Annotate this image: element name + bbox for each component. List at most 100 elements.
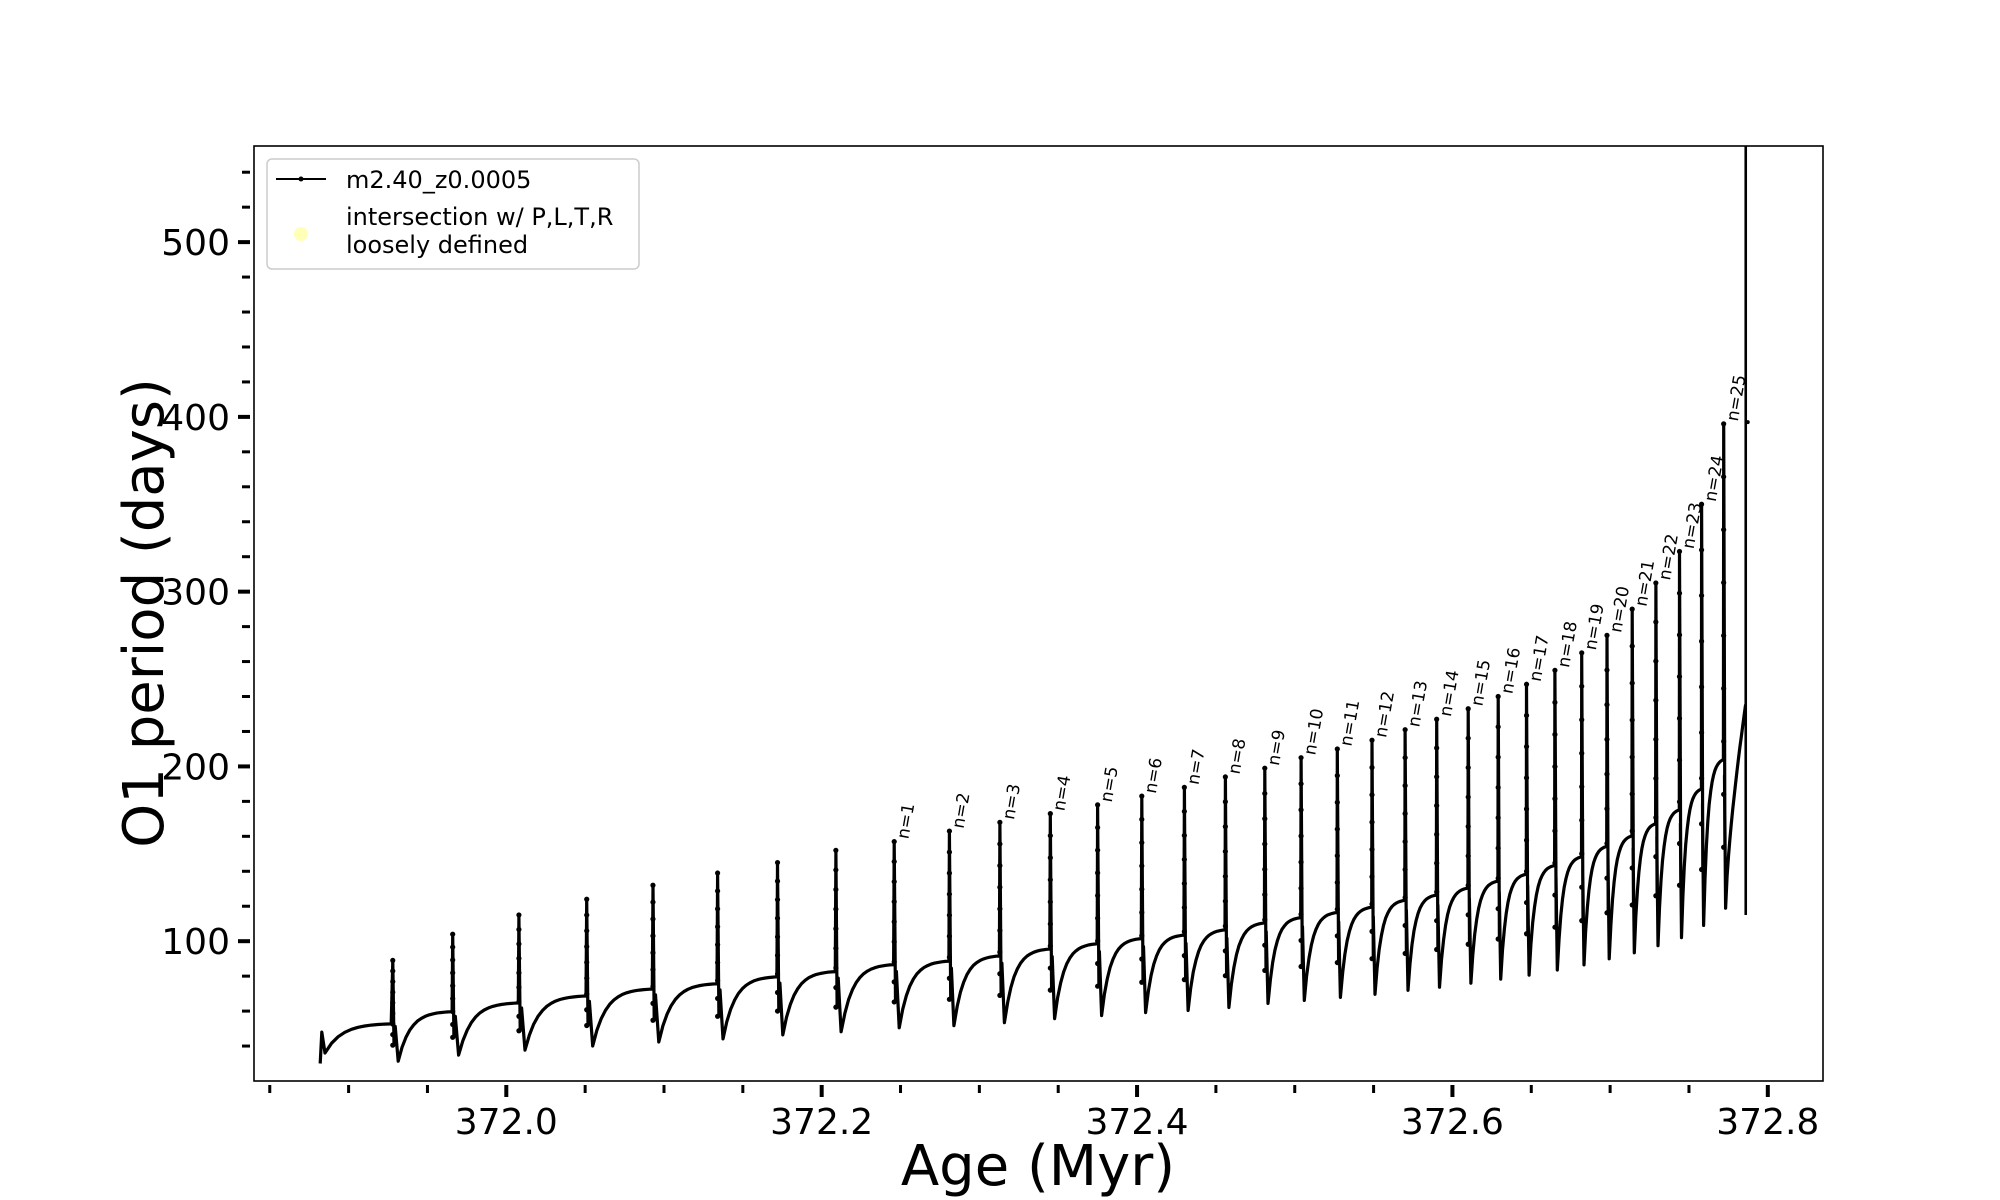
series-point	[390, 1021, 396, 1027]
series-point	[1552, 860, 1558, 866]
series-point	[1552, 699, 1558, 706]
series-point	[1139, 979, 1145, 985]
pulse-label: n=15	[1467, 658, 1495, 707]
series-point	[1676, 882, 1683, 888]
series-point	[1298, 755, 1304, 761]
series-point	[1434, 831, 1440, 837]
series-point	[1047, 855, 1053, 861]
series-point	[1629, 643, 1635, 649]
series-point	[1698, 821, 1705, 827]
series-point	[1604, 771, 1610, 777]
series-point	[1095, 870, 1101, 876]
series-point	[1629, 865, 1635, 871]
series-point	[997, 819, 1003, 825]
series-point	[1721, 580, 1727, 586]
series-point	[891, 838, 897, 845]
series-point	[1369, 956, 1375, 962]
axis-ticks: 372.0 372.2 372.4 372.6 372.8 100 200 300 400 500	[161, 170, 1819, 1143]
series-point	[1465, 853, 1471, 859]
series-point	[1523, 712, 1530, 719]
x-tick-label: 372.2	[770, 1102, 873, 1143]
series-point	[1298, 963, 1304, 970]
series-point	[1434, 889, 1440, 895]
series-point	[1334, 959, 1340, 966]
y-tick-label: 200	[161, 747, 230, 788]
series-point	[1721, 474, 1727, 480]
pulse-label: n=20	[1606, 585, 1634, 634]
series-point	[1676, 632, 1683, 638]
series-point	[1334, 799, 1340, 805]
series-point	[774, 934, 781, 940]
series-point	[650, 882, 656, 888]
pulse-label: n=16	[1497, 646, 1525, 695]
series-point	[1523, 837, 1530, 843]
series-point	[891, 959, 897, 965]
series-point	[390, 989, 396, 995]
series-point	[1721, 527, 1727, 533]
series-point	[1721, 632, 1727, 639]
series-point	[1465, 941, 1471, 947]
series-point	[516, 926, 522, 933]
series-point	[1676, 840, 1683, 847]
x-axis-label: Age (Myr)	[901, 1134, 1175, 1199]
series-point	[1604, 702, 1610, 708]
series-point	[891, 879, 897, 885]
series-point	[1402, 783, 1408, 789]
series-point	[1298, 859, 1304, 865]
series-point	[1047, 943, 1053, 949]
series-point	[1402, 811, 1408, 817]
series-point	[1298, 937, 1304, 944]
series-point	[1653, 854, 1659, 860]
series-point	[774, 1008, 781, 1014]
series-point	[1552, 667, 1558, 673]
series-point	[1402, 838, 1408, 845]
series-point	[390, 979, 396, 985]
series-point	[1181, 880, 1187, 887]
series-point	[946, 954, 953, 960]
series-point	[1434, 918, 1440, 924]
series-point	[1495, 815, 1501, 821]
series-point	[1095, 915, 1101, 921]
series-point	[1465, 735, 1471, 741]
series-point	[1298, 885, 1304, 891]
series-point	[516, 912, 522, 918]
series-point	[1465, 823, 1471, 830]
series-point	[1604, 736, 1610, 742]
series-point	[774, 859, 781, 866]
series-point	[516, 1013, 522, 1019]
series-point	[1334, 879, 1340, 886]
series-point	[1298, 781, 1304, 787]
series-point	[450, 1021, 456, 1028]
series-point	[390, 1042, 396, 1048]
series-point	[946, 996, 953, 1002]
series-point	[1402, 727, 1408, 733]
series-point	[1465, 794, 1471, 800]
series-point	[1334, 746, 1340, 752]
series-point	[1523, 744, 1530, 750]
series-point	[650, 899, 656, 905]
pulse-label: n=17	[1526, 634, 1554, 683]
pulse-label: n=1	[893, 802, 919, 841]
series-point	[1095, 892, 1101, 899]
series-point	[1579, 717, 1585, 723]
series-point	[1676, 590, 1683, 596]
series-point	[450, 1008, 456, 1015]
series-point	[1523, 775, 1530, 781]
series-point	[997, 906, 1003, 912]
x-tick-label: 372.4	[1086, 1102, 1189, 1143]
series-point	[1222, 923, 1228, 929]
series-point	[1698, 501, 1705, 507]
series-point	[1262, 790, 1268, 797]
series-point	[450, 1034, 456, 1040]
y-tick-label: 400	[161, 398, 230, 439]
series-point	[1465, 882, 1471, 888]
series-point	[997, 884, 1003, 890]
pulse-label: n=6	[1141, 756, 1167, 795]
pulse-label: n=7	[1184, 747, 1210, 786]
series-point	[1139, 840, 1145, 846]
series-point	[1047, 987, 1053, 993]
series-point	[1698, 684, 1705, 690]
series-point	[774, 897, 781, 903]
series-point	[1222, 948, 1228, 954]
series-point	[390, 957, 396, 964]
